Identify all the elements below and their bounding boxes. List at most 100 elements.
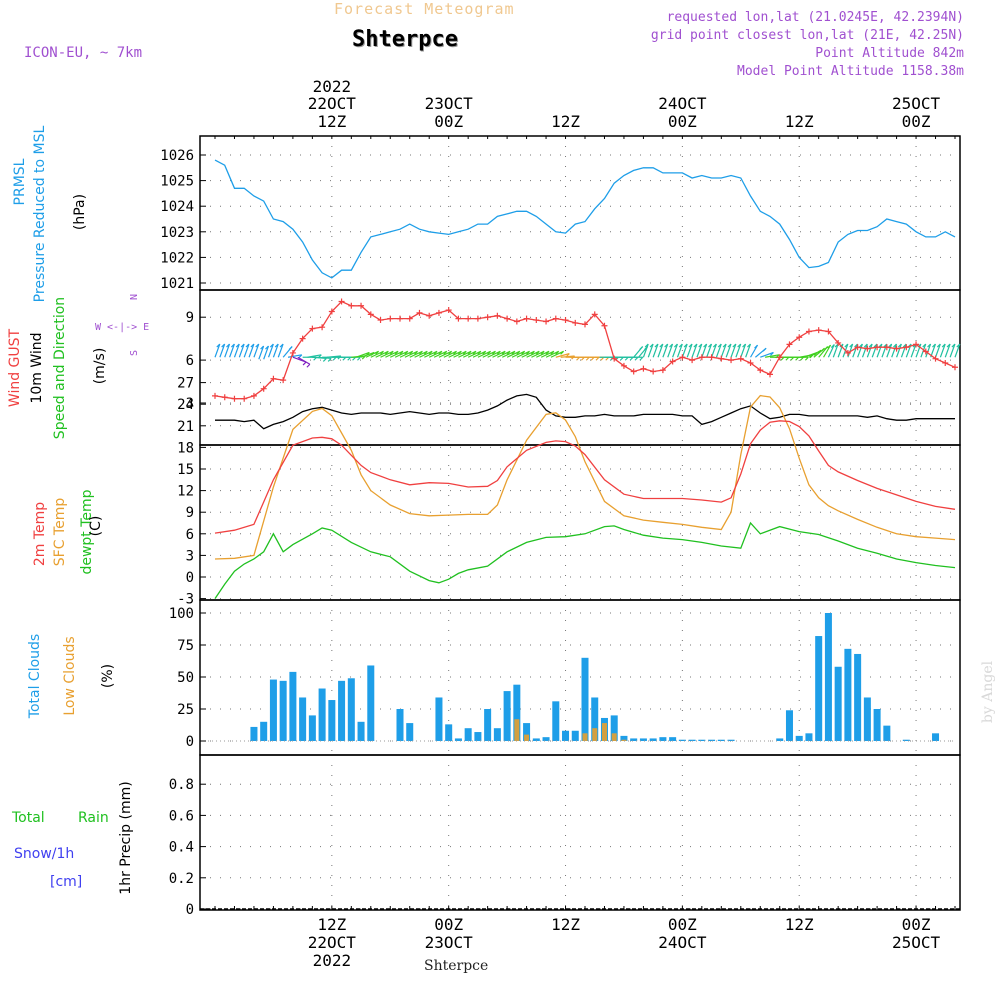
y-tick-label: 18: [177, 440, 194, 456]
wind-arrow-head: [226, 343, 230, 348]
wind-arrow: [657, 343, 664, 358]
wind-arrow: [477, 350, 491, 358]
gust-marker: [620, 362, 627, 369]
wind-arrow: [380, 350, 394, 358]
bottom-hour-label: 00Z: [434, 915, 463, 934]
wind-arrow: [219, 343, 226, 358]
wind-arrow-head: [467, 350, 472, 355]
low-clouds-bar: [592, 728, 598, 741]
wind-arrow-head: [769, 352, 774, 356]
total-clouds-bar: [873, 709, 881, 741]
total-clouds-bar: [698, 739, 706, 741]
gust-marker: [280, 377, 287, 384]
wind-arrow-head: [863, 343, 868, 348]
gust-marker: [523, 315, 530, 322]
wind-arrow: [861, 343, 868, 358]
wind-arrow-head: [868, 343, 873, 348]
gust-marker: [494, 312, 501, 319]
total-clouds-bar: [454, 738, 462, 741]
total-clouds-bar: [513, 684, 521, 741]
grid-coords: grid point closest lon,lat (21E, 42.25N): [650, 28, 964, 43]
wind-arrow-head: [688, 343, 693, 348]
wind-arrow: [506, 350, 521, 358]
wind-arrow: [482, 350, 496, 358]
wind-arrow-head: [380, 350, 384, 355]
wind-arrow: [681, 343, 688, 358]
wind-arrow: [492, 350, 506, 358]
total-clouds-bar: [484, 709, 492, 741]
gust-marker: [952, 364, 958, 371]
wind-arrow-head: [384, 350, 389, 355]
total-clouds-bar: [269, 679, 277, 741]
wind-arrow-head: [404, 350, 409, 355]
wind-arrow-head: [409, 350, 414, 355]
y-tick-label: 100: [169, 606, 194, 622]
wind-arrow-head: [521, 350, 526, 355]
gust-marker: [737, 355, 744, 362]
y-tick-label: 15: [177, 462, 194, 478]
total-clouds-bar: [678, 739, 686, 741]
wind-arrow-head: [639, 346, 644, 350]
wind-arrow-head: [414, 350, 418, 355]
wind-arrow-head: [664, 343, 669, 348]
total-clouds-bar: [338, 680, 346, 741]
wind-arrow: [711, 343, 717, 358]
top-hour-label: 00Z: [902, 112, 931, 131]
total-clouds-bar: [932, 733, 940, 741]
wind-arrow-head: [936, 343, 941, 348]
p5-rain-label: Rain: [78, 810, 109, 826]
total-clouds-bar: [591, 697, 599, 741]
wind-arrow-head: [288, 346, 293, 350]
total-clouds-bar: [299, 697, 307, 741]
wind-arrow-head: [516, 350, 521, 355]
wind-arrow-head: [216, 343, 221, 348]
compass-we: W <-|-> E: [95, 322, 149, 333]
wind-arrow: [662, 343, 669, 358]
low-clouds-bar: [524, 734, 530, 741]
total-clouds-bar: [834, 666, 842, 741]
wind-arrow: [243, 343, 250, 358]
p5-total-label: Total: [12, 810, 45, 826]
wind-arrow: [827, 344, 835, 358]
gust-marker: [543, 318, 550, 325]
gust-marker: [776, 354, 783, 361]
wind-arrow: [233, 343, 240, 358]
bottom-hour-label: 00Z: [902, 915, 931, 934]
y-tick-label: 1023: [160, 225, 194, 241]
total-clouds-bar: [795, 735, 803, 741]
wind-arrow: [765, 354, 780, 358]
gust-marker: [805, 328, 812, 335]
wind-arrow: [424, 350, 438, 358]
wind-arrow: [886, 343, 893, 358]
gust-marker: [552, 315, 559, 322]
y-tick-label: 12: [177, 484, 194, 500]
total-clouds-bar: [532, 738, 540, 741]
wind-arrow: [497, 350, 511, 358]
wind-arrow: [647, 343, 654, 358]
total-clouds-bar: [863, 697, 871, 741]
wind-arrow-head: [897, 343, 902, 348]
wind-arrow: [545, 350, 559, 358]
wind-arrow-head: [946, 343, 951, 348]
wind-arrow: [463, 350, 477, 358]
gust-marker: [611, 355, 618, 362]
wind-arrow-head: [443, 350, 448, 355]
wind-arrow-head: [927, 343, 932, 348]
wind-arrow: [399, 350, 413, 358]
total-clouds-bar: [785, 710, 793, 741]
wind-arrow-head: [654, 343, 659, 348]
wind-arrow: [253, 343, 260, 358]
total-clouds-bar: [805, 733, 813, 741]
gust-marker: [844, 349, 851, 356]
gust-marker: [650, 368, 657, 375]
y-tick-label: 1022: [160, 250, 194, 266]
wind-arrow: [866, 343, 873, 358]
wind-arrow-head: [327, 358, 332, 362]
wind-arrow: [876, 343, 883, 358]
gust-marker: [426, 312, 433, 319]
wind-arrow-head: [742, 343, 747, 348]
wind-arrow: [760, 351, 774, 358]
wind-arrow: [676, 343, 683, 358]
wind-speed-line: [215, 393, 955, 430]
requested-coords: requested lon,lat (21.0245E, 42.2394N): [666, 10, 964, 25]
